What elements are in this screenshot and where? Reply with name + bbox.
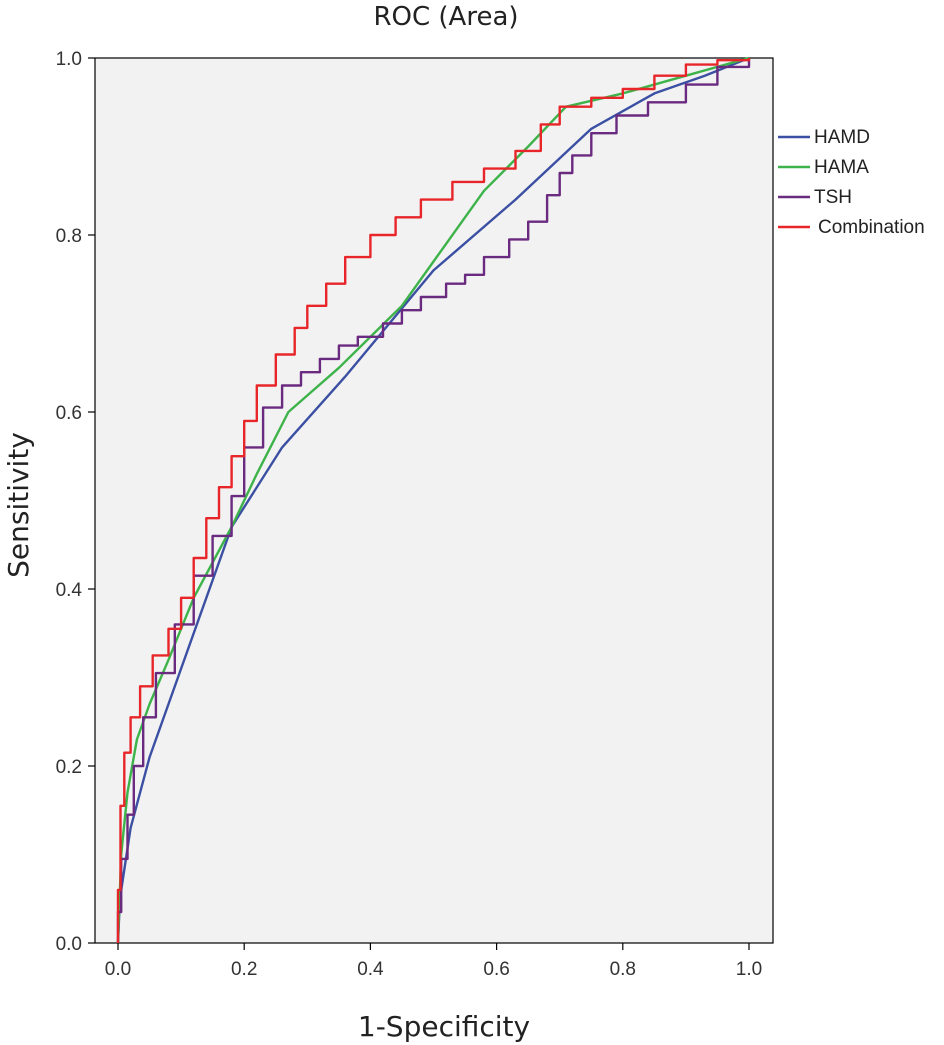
legend: HAMD HAMA TSH Combination bbox=[778, 127, 925, 238]
x-tick-label: 0.8 bbox=[610, 959, 636, 980]
y-tick-label: 1.0 bbox=[56, 49, 82, 70]
x-tick-label: 0.2 bbox=[231, 959, 257, 980]
x-tick-label: 0.6 bbox=[483, 959, 509, 980]
legend-label-hamd: HAMD bbox=[814, 127, 870, 148]
y-axis-label: Sensitivity bbox=[2, 432, 35, 578]
y-tick-label: 0.0 bbox=[56, 934, 82, 955]
y-tick-label: 0.8 bbox=[56, 226, 82, 247]
y-tick-label: 0.4 bbox=[56, 580, 83, 601]
y-tick-label: 0.2 bbox=[56, 757, 82, 778]
series-line-tsh bbox=[116, 58, 751, 943]
legend-label-hama: HAMA bbox=[814, 157, 869, 178]
plot-area bbox=[94, 57, 774, 944]
legend-label-tsh: TSH bbox=[814, 187, 852, 208]
x-axis-ticks: 0.0 0.2 0.4 0.6 0.8 1.0 bbox=[105, 943, 762, 980]
x-tick-label: 0.0 bbox=[105, 959, 131, 980]
series-line-combination bbox=[116, 58, 751, 943]
y-axis-ticks: 0.0 0.2 0.4 0.6 0.8 1.0 bbox=[56, 49, 95, 955]
x-axis-label: 1-Specificity bbox=[358, 1010, 530, 1043]
series-layer bbox=[116, 56, 751, 944]
series-line-hamd bbox=[116, 56, 750, 944]
y-tick-label: 0.6 bbox=[56, 403, 82, 424]
legend-label-combination: Combination bbox=[818, 217, 925, 238]
legend-box bbox=[775, 122, 944, 257]
x-tick-label: 0.4 bbox=[357, 959, 384, 980]
chart-title: ROC (Area) bbox=[373, 2, 518, 32]
x-tick-label: 1.0 bbox=[736, 959, 762, 980]
